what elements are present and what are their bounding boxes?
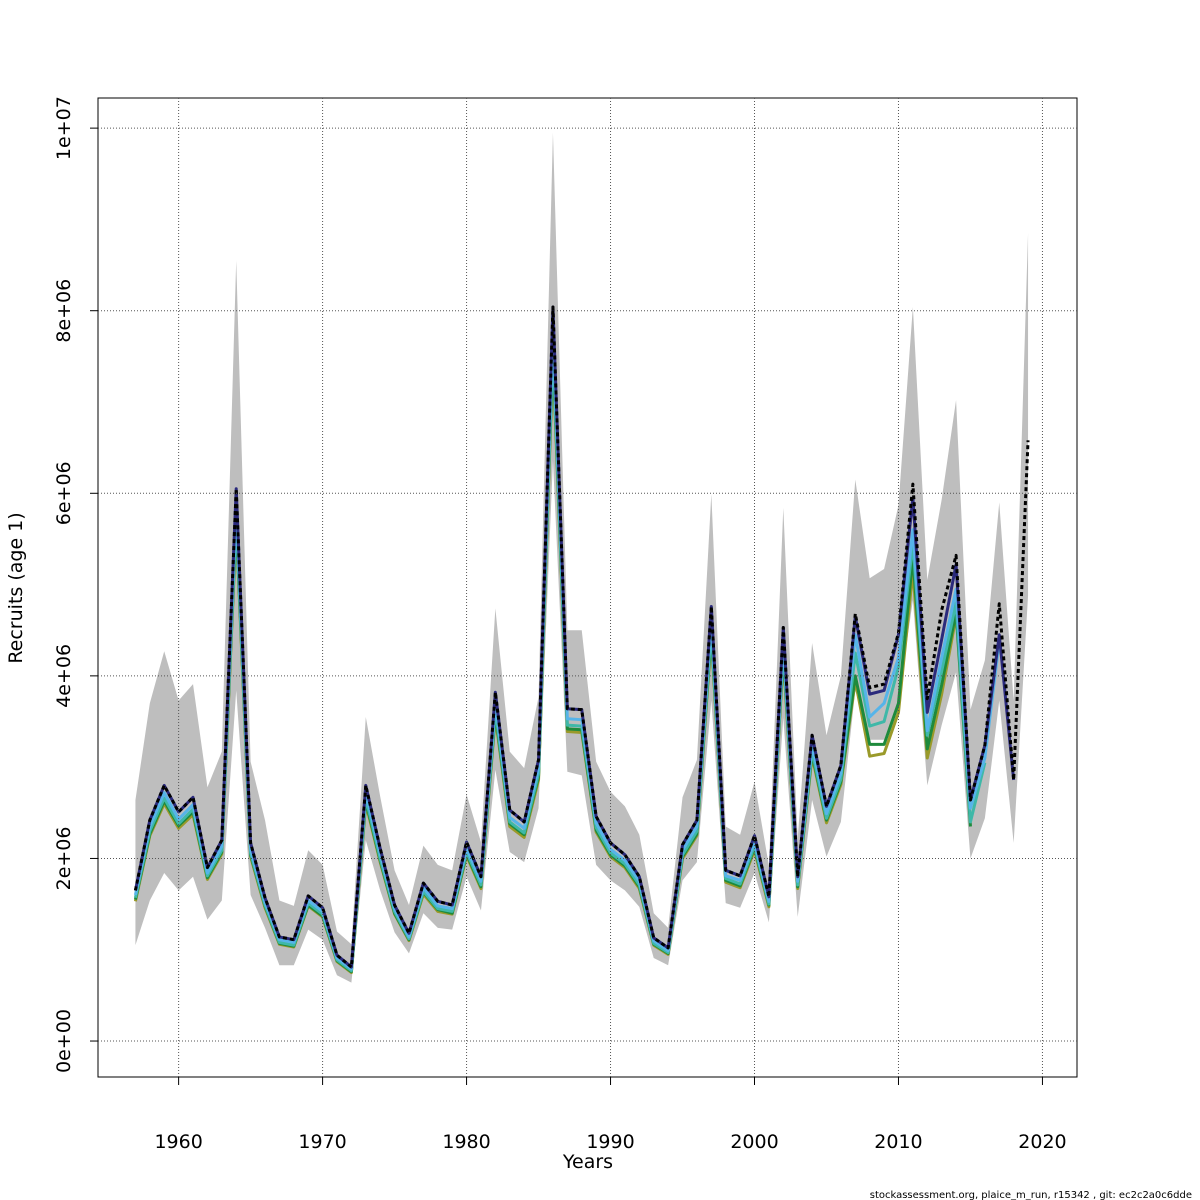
x-tick-label: 2010 bbox=[874, 1131, 922, 1153]
y-tick-label: 1e+07 bbox=[53, 96, 75, 160]
x-tick-label: 2020 bbox=[1018, 1131, 1066, 1153]
plot-frame bbox=[97, 97, 1078, 1078]
confidence-band bbox=[135, 132, 1029, 983]
y-tick-label: 6e+06 bbox=[53, 461, 75, 525]
y-tick-label: 0e+00 bbox=[53, 1009, 75, 1073]
x-tick-label: 1970 bbox=[298, 1131, 346, 1153]
x-tick-label: 2000 bbox=[730, 1131, 778, 1153]
x-tick-label: 1990 bbox=[586, 1131, 634, 1153]
y-axis-label: Recruits (age 1) bbox=[5, 512, 27, 663]
series-line bbox=[133, 305, 1030, 969]
series-line bbox=[133, 327, 1001, 971]
x-axis-label: Years bbox=[562, 1151, 613, 1173]
plot-area bbox=[133, 132, 1030, 983]
y-tick-label: 2e+06 bbox=[53, 827, 75, 891]
footnote: stockassessment.org, plaice_m_run, r1534… bbox=[870, 1190, 1192, 1200]
y-tick-label: 4e+06 bbox=[53, 644, 75, 708]
x-tick-label: 1980 bbox=[442, 1131, 490, 1153]
y-tick-label: 8e+06 bbox=[53, 279, 75, 343]
x-tick-label: 1960 bbox=[154, 1131, 202, 1153]
